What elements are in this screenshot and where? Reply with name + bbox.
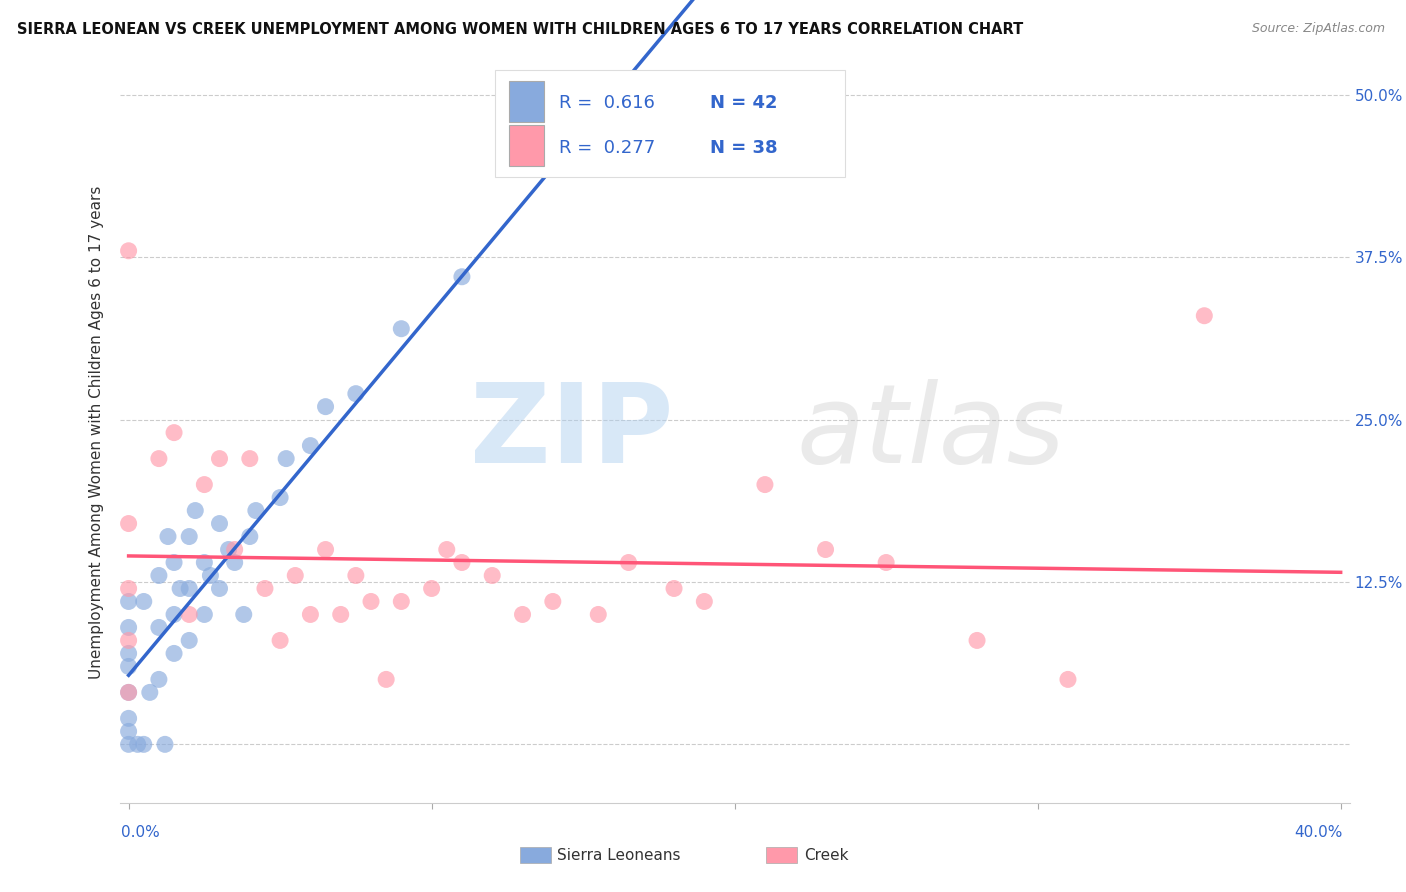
Point xyxy=(344,568,367,582)
Bar xyxy=(509,126,544,166)
Point xyxy=(117,737,139,751)
Text: R =  0.616: R = 0.616 xyxy=(558,95,655,112)
Point xyxy=(966,633,988,648)
Point xyxy=(132,594,155,608)
Point xyxy=(156,529,179,543)
Point xyxy=(117,516,139,531)
Point xyxy=(1057,673,1080,687)
Point xyxy=(163,556,186,570)
Point xyxy=(132,737,155,751)
Point xyxy=(360,594,382,608)
Point xyxy=(148,620,170,634)
Point xyxy=(451,269,474,284)
Point xyxy=(1194,309,1216,323)
Point xyxy=(208,582,231,596)
Point xyxy=(420,582,443,596)
Text: Creek: Creek xyxy=(804,848,849,863)
Bar xyxy=(509,81,544,121)
Point xyxy=(117,659,139,673)
Point xyxy=(127,737,149,751)
Point xyxy=(208,516,231,531)
Point xyxy=(117,620,139,634)
Point xyxy=(239,529,262,543)
Point xyxy=(200,568,222,582)
Point xyxy=(245,503,267,517)
Text: N = 38: N = 38 xyxy=(710,138,778,157)
Point xyxy=(179,607,201,622)
Point xyxy=(224,556,246,570)
Point xyxy=(179,582,201,596)
Point xyxy=(284,568,307,582)
Point xyxy=(179,529,201,543)
Point xyxy=(117,594,139,608)
Point xyxy=(193,607,215,622)
Point xyxy=(117,724,139,739)
Point xyxy=(169,582,191,596)
Point xyxy=(148,673,170,687)
Point xyxy=(512,607,534,622)
Point xyxy=(693,594,716,608)
Point xyxy=(117,244,139,258)
Point xyxy=(276,451,298,466)
Point xyxy=(163,647,186,661)
Text: SIERRA LEONEAN VS CREEK UNEMPLOYMENT AMONG WOMEN WITH CHILDREN AGES 6 TO 17 YEAR: SIERRA LEONEAN VS CREEK UNEMPLOYMENT AMO… xyxy=(17,22,1024,37)
Point xyxy=(253,582,276,596)
Point xyxy=(163,425,186,440)
Text: N = 42: N = 42 xyxy=(710,95,778,112)
Point xyxy=(814,542,837,557)
Point xyxy=(299,607,322,622)
Text: ZIP: ZIP xyxy=(470,379,673,486)
Point xyxy=(193,477,215,491)
Point xyxy=(481,568,503,582)
Point xyxy=(208,451,231,466)
Point xyxy=(117,685,139,699)
Point xyxy=(148,451,170,466)
Point xyxy=(179,633,201,648)
Point xyxy=(139,685,162,699)
Point xyxy=(117,685,139,699)
Point xyxy=(299,439,322,453)
Point xyxy=(148,568,170,582)
FancyBboxPatch shape xyxy=(495,70,845,178)
Text: Source: ZipAtlas.com: Source: ZipAtlas.com xyxy=(1251,22,1385,36)
Point xyxy=(588,607,610,622)
Point xyxy=(269,491,291,505)
Point xyxy=(269,633,291,648)
Point xyxy=(193,556,215,570)
Point xyxy=(184,503,207,517)
Text: 40.0%: 40.0% xyxy=(1295,825,1343,840)
Point xyxy=(329,607,352,622)
Point xyxy=(389,594,412,608)
Point xyxy=(232,607,254,622)
Point xyxy=(315,542,337,557)
Point xyxy=(451,556,474,570)
Point xyxy=(389,322,412,336)
Point xyxy=(153,737,176,751)
Point xyxy=(117,647,139,661)
Text: Sierra Leoneans: Sierra Leoneans xyxy=(557,848,681,863)
Point xyxy=(436,542,458,557)
Point xyxy=(662,582,685,596)
Text: R =  0.277: R = 0.277 xyxy=(558,138,655,157)
Point xyxy=(617,556,640,570)
Point xyxy=(588,153,610,167)
Text: 0.0%: 0.0% xyxy=(121,825,160,840)
Text: atlas: atlas xyxy=(796,379,1064,486)
Y-axis label: Unemployment Among Women with Children Ages 6 to 17 years: Unemployment Among Women with Children A… xyxy=(89,186,104,680)
Point xyxy=(117,633,139,648)
Point xyxy=(239,451,262,466)
Point xyxy=(218,542,240,557)
Point xyxy=(117,582,139,596)
Point xyxy=(875,556,897,570)
Point xyxy=(375,673,398,687)
Point xyxy=(224,542,246,557)
Point xyxy=(117,711,139,725)
Point xyxy=(754,477,776,491)
Point xyxy=(541,594,564,608)
Point xyxy=(315,400,337,414)
Point xyxy=(344,386,367,401)
Point xyxy=(163,607,186,622)
